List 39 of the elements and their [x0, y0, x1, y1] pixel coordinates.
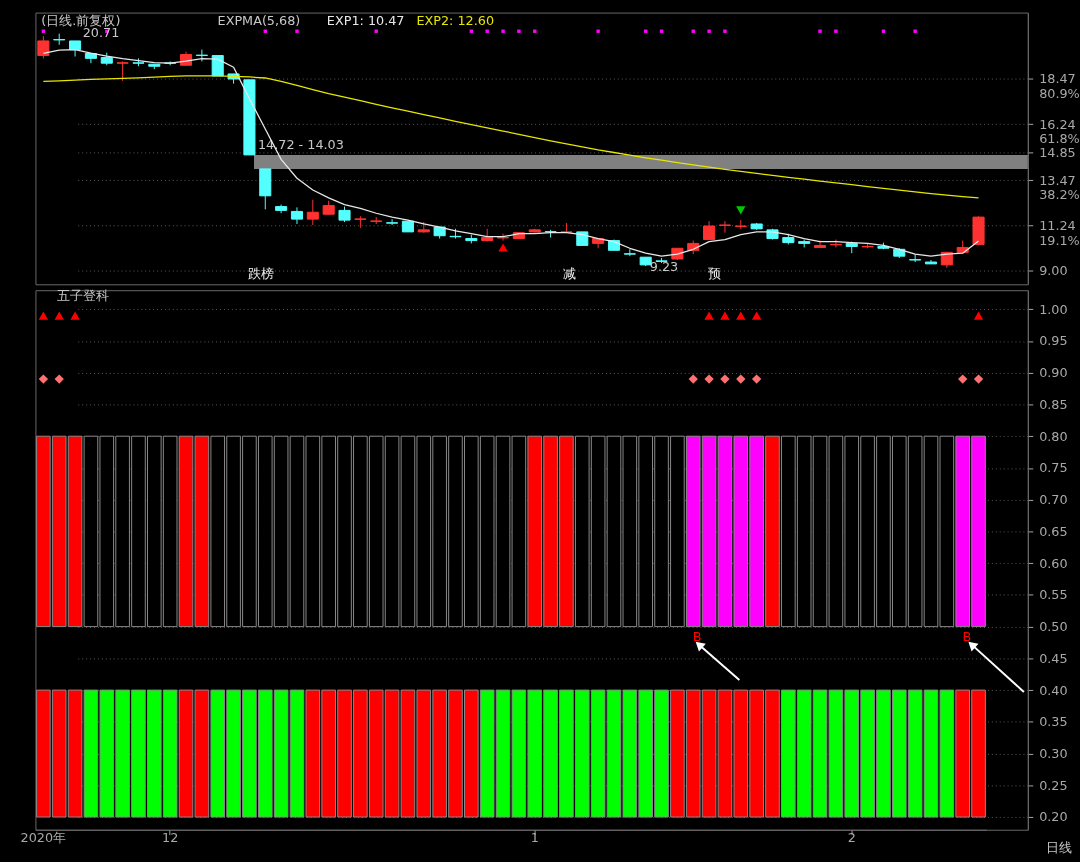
text: EXP2: 12.60: [416, 13, 495, 29]
y-tick-label: 0.80: [1039, 428, 1068, 444]
annotation: 9.23: [649, 258, 679, 274]
annotation: 预: [708, 266, 722, 282]
y-tick-label: 0.50: [1039, 619, 1068, 635]
y-tick-label: 0.55: [1039, 587, 1068, 603]
annotation: B: [962, 628, 972, 644]
x-tick-label: 2020年: [20, 829, 67, 845]
y-tick-label: 0.65: [1039, 523, 1068, 539]
annotation: 减: [562, 266, 576, 282]
annotation: 跌榜: [247, 266, 274, 282]
chart-subtitle: EXPMA(5,68): [217, 13, 301, 29]
y-tick-label: 11.24 19.1%: [1039, 217, 1080, 248]
y-tick-label: 13.47 38.2%: [1039, 172, 1080, 203]
y-tick-label: 0.60: [1039, 555, 1068, 571]
y-tick-label: 0.70: [1039, 492, 1068, 508]
y-tick-label: 14.85: [1039, 144, 1076, 160]
y-tick-label: 9.00: [1039, 263, 1068, 279]
y-tick-label: 0.25: [1039, 777, 1068, 793]
y-tick-label: 0.95: [1039, 333, 1068, 349]
x-tick-label: 1: [530, 829, 539, 845]
chart-title: 五子登科: [57, 288, 110, 304]
annotation: B: [692, 628, 702, 644]
text: 日线: [1045, 840, 1072, 856]
x-tick-label: 12: [162, 829, 179, 845]
y-tick-label: 0.40: [1039, 682, 1068, 698]
y-tick-label: 16.24 61.8%: [1039, 116, 1080, 147]
y-tick-label: 0.90: [1039, 365, 1068, 381]
y-tick-label: 1.00: [1039, 301, 1068, 317]
x-tick-label: 2: [847, 829, 856, 845]
text: EXP1: 10.47: [326, 13, 405, 29]
y-tick-label: 18.47 80.9%: [1039, 71, 1080, 102]
y-tick-label: 0.20: [1039, 809, 1068, 825]
y-tick-label: 0.75: [1039, 460, 1068, 476]
y-tick-label: 0.45: [1039, 650, 1068, 666]
y-tick-label: 0.85: [1039, 396, 1068, 412]
y-tick-label: 0.35: [1039, 714, 1068, 730]
chart-title: (日线.前复权): [41, 13, 121, 29]
y-tick-label: 0.30: [1039, 746, 1068, 761]
